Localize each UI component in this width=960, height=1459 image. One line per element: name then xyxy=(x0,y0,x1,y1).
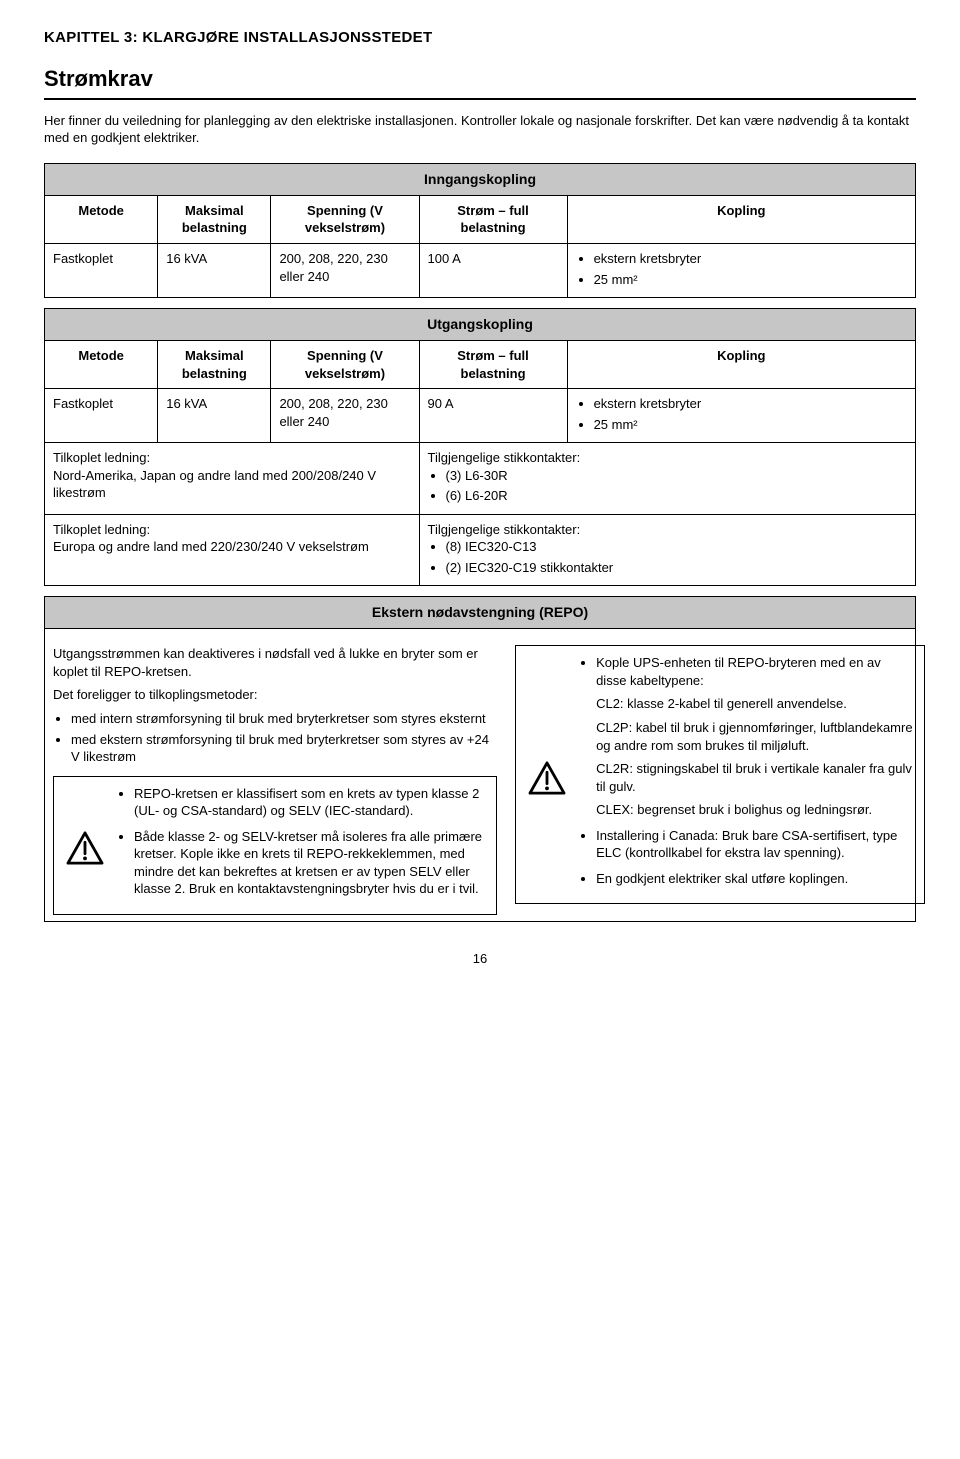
chapter-heading: KAPITTEL 3: KLARGJØRE INSTALLASJONSSTEDE… xyxy=(44,28,916,48)
intro-text: Her finner du veiledning for planlegging… xyxy=(44,112,916,147)
page-number: 16 xyxy=(44,950,916,968)
cell-stikkontakter: Tilgjengelige stikkontakter: (3) L6-30R … xyxy=(419,443,916,515)
cell-metode: Fastkoplet xyxy=(45,244,158,298)
repo-method: med intern strømforsyning til bruk med b… xyxy=(71,710,497,728)
section-title: Strømkrav xyxy=(44,64,916,100)
warn-item: En godkjent elektriker skal utføre kopli… xyxy=(596,870,914,888)
th-kopling: Kopling xyxy=(567,341,915,389)
tilkoplet-text: Europa og andre land med 220/230/240 V v… xyxy=(53,538,411,556)
table-row: Tilkoplet ledning: Europa og andre land … xyxy=(45,514,916,586)
cell-maks: 16 kVA xyxy=(158,389,271,443)
stikkontakter-label: Tilgjengelige stikkontakter: xyxy=(428,449,908,467)
utgangskopling-table: Utgangskopling Metode Maksimal belastnin… xyxy=(44,308,916,586)
repo-left-column: Utgangsstrømmen kan deaktiveres i nødsfa… xyxy=(53,645,497,915)
warning-box-left: REPO-kretsen er klassifisert som en kret… xyxy=(53,776,497,915)
repo-p2: Det foreligger to tilkoplingsmetoder: xyxy=(53,686,497,704)
th-maks: Maksimal belastning xyxy=(158,195,271,243)
th-kopling: Kopling xyxy=(567,195,915,243)
repo-table: Ekstern nødavstengning (REPO) Utgangsstr… xyxy=(44,596,916,921)
cell-metode: Fastkoplet xyxy=(45,389,158,443)
warn-item: Installering i Canada: Bruk bare CSA-ser… xyxy=(596,827,914,862)
cell-kopling: ekstern kretsbryter 25 mm² xyxy=(567,389,915,443)
table-row: Fastkoplet 16 kVA 200, 208, 220, 230 ell… xyxy=(45,244,916,298)
warning-box-right: Kople UPS-enheten til REPO-bryteren med … xyxy=(515,645,925,904)
cell-tilkoplet: Tilkoplet ledning: Europa og andre land … xyxy=(45,514,420,586)
cell-spenning: 200, 208, 220, 230 eller 240 xyxy=(271,389,419,443)
band-repo: Ekstern nødavstengning (REPO) xyxy=(45,597,916,629)
th-metode: Metode xyxy=(45,341,158,389)
cable-cl2: CL2: klasse 2-kabel til generell anvende… xyxy=(596,695,914,713)
cell-spenning: 200, 208, 220, 230 eller 240 xyxy=(271,244,419,298)
cable-cl2r: CL2R: stigningskabel til bruk i vertikal… xyxy=(596,760,914,795)
cable-clex: CLEX: begrenset bruk i bolighus og ledni… xyxy=(596,801,914,819)
repo-right-column: Kople UPS-enheten til REPO-bryteren med … xyxy=(515,645,925,915)
stikk-item: (3) L6-30R xyxy=(446,467,908,485)
warn-item: Kople UPS-enheten til REPO-bryteren med … xyxy=(596,654,914,818)
warn-item: REPO-kretsen er klassifisert som en kret… xyxy=(134,785,486,820)
cell-tilkoplet: Tilkoplet ledning: Nord-Amerika, Japan o… xyxy=(45,443,420,515)
warn-item: Både klasse 2- og SELV-kretser må isoler… xyxy=(134,828,486,898)
th-spenning: Spenning (V vekselstrøm) xyxy=(271,341,419,389)
cable-cl2p: CL2P: kabel til bruk i gjennomføringer, … xyxy=(596,719,914,754)
band-inn: Inngangskopling xyxy=(45,164,916,196)
kopling-item: ekstern kretsbryter xyxy=(594,395,907,413)
repo-cell: Utgangsstrømmen kan deaktiveres i nødsfa… xyxy=(45,629,916,922)
th-maks: Maksimal belastning xyxy=(158,341,271,389)
cell-stikkontakter: Tilgjengelige stikkontakter: (8) IEC320-… xyxy=(419,514,916,586)
warning-icon xyxy=(526,654,568,895)
stikkontakter-label: Tilgjengelige stikkontakter: xyxy=(428,521,908,539)
tilkoplet-label: Tilkoplet ledning: xyxy=(53,449,411,467)
warning-icon xyxy=(64,785,106,906)
kopling-item: 25 mm² xyxy=(594,271,907,289)
cell-kopling: ekstern kretsbryter 25 mm² xyxy=(567,244,915,298)
stikk-item: (6) L6-20R xyxy=(446,487,908,505)
th-strom: Strøm – full belastning xyxy=(419,195,567,243)
repo-p1: Utgangsstrømmen kan deaktiveres i nødsfa… xyxy=(53,645,497,680)
stikk-item: (8) IEC320-C13 xyxy=(446,538,908,556)
repo-method: med ekstern strømforsyning til bruk med … xyxy=(71,731,497,766)
tilkoplet-text: Nord-Amerika, Japan og andre land med 20… xyxy=(53,467,411,502)
stikk-item: (2) IEC320-C19 stikkontakter xyxy=(446,559,908,577)
tilkoplet-label: Tilkoplet ledning: xyxy=(53,521,411,539)
kopling-item: 25 mm² xyxy=(594,416,907,434)
cell-strom: 90 A xyxy=(419,389,567,443)
table-row: Fastkoplet 16 kVA 200, 208, 220, 230 ell… xyxy=(45,389,916,443)
table-row: Tilkoplet ledning: Nord-Amerika, Japan o… xyxy=(45,443,916,515)
th-spenning: Spenning (V vekselstrøm) xyxy=(271,195,419,243)
repo-right-intro: Kople UPS-enheten til REPO-bryteren med … xyxy=(596,655,881,688)
inngangskopling-table: Inngangskopling Metode Maksimal belastni… xyxy=(44,163,916,298)
th-metode: Metode xyxy=(45,195,158,243)
th-strom: Strøm – full belastning xyxy=(419,341,567,389)
cell-maks: 16 kVA xyxy=(158,244,271,298)
kopling-item: ekstern kretsbryter xyxy=(594,250,907,268)
cell-strom: 100 A xyxy=(419,244,567,298)
band-ut: Utgangskopling xyxy=(45,309,916,341)
